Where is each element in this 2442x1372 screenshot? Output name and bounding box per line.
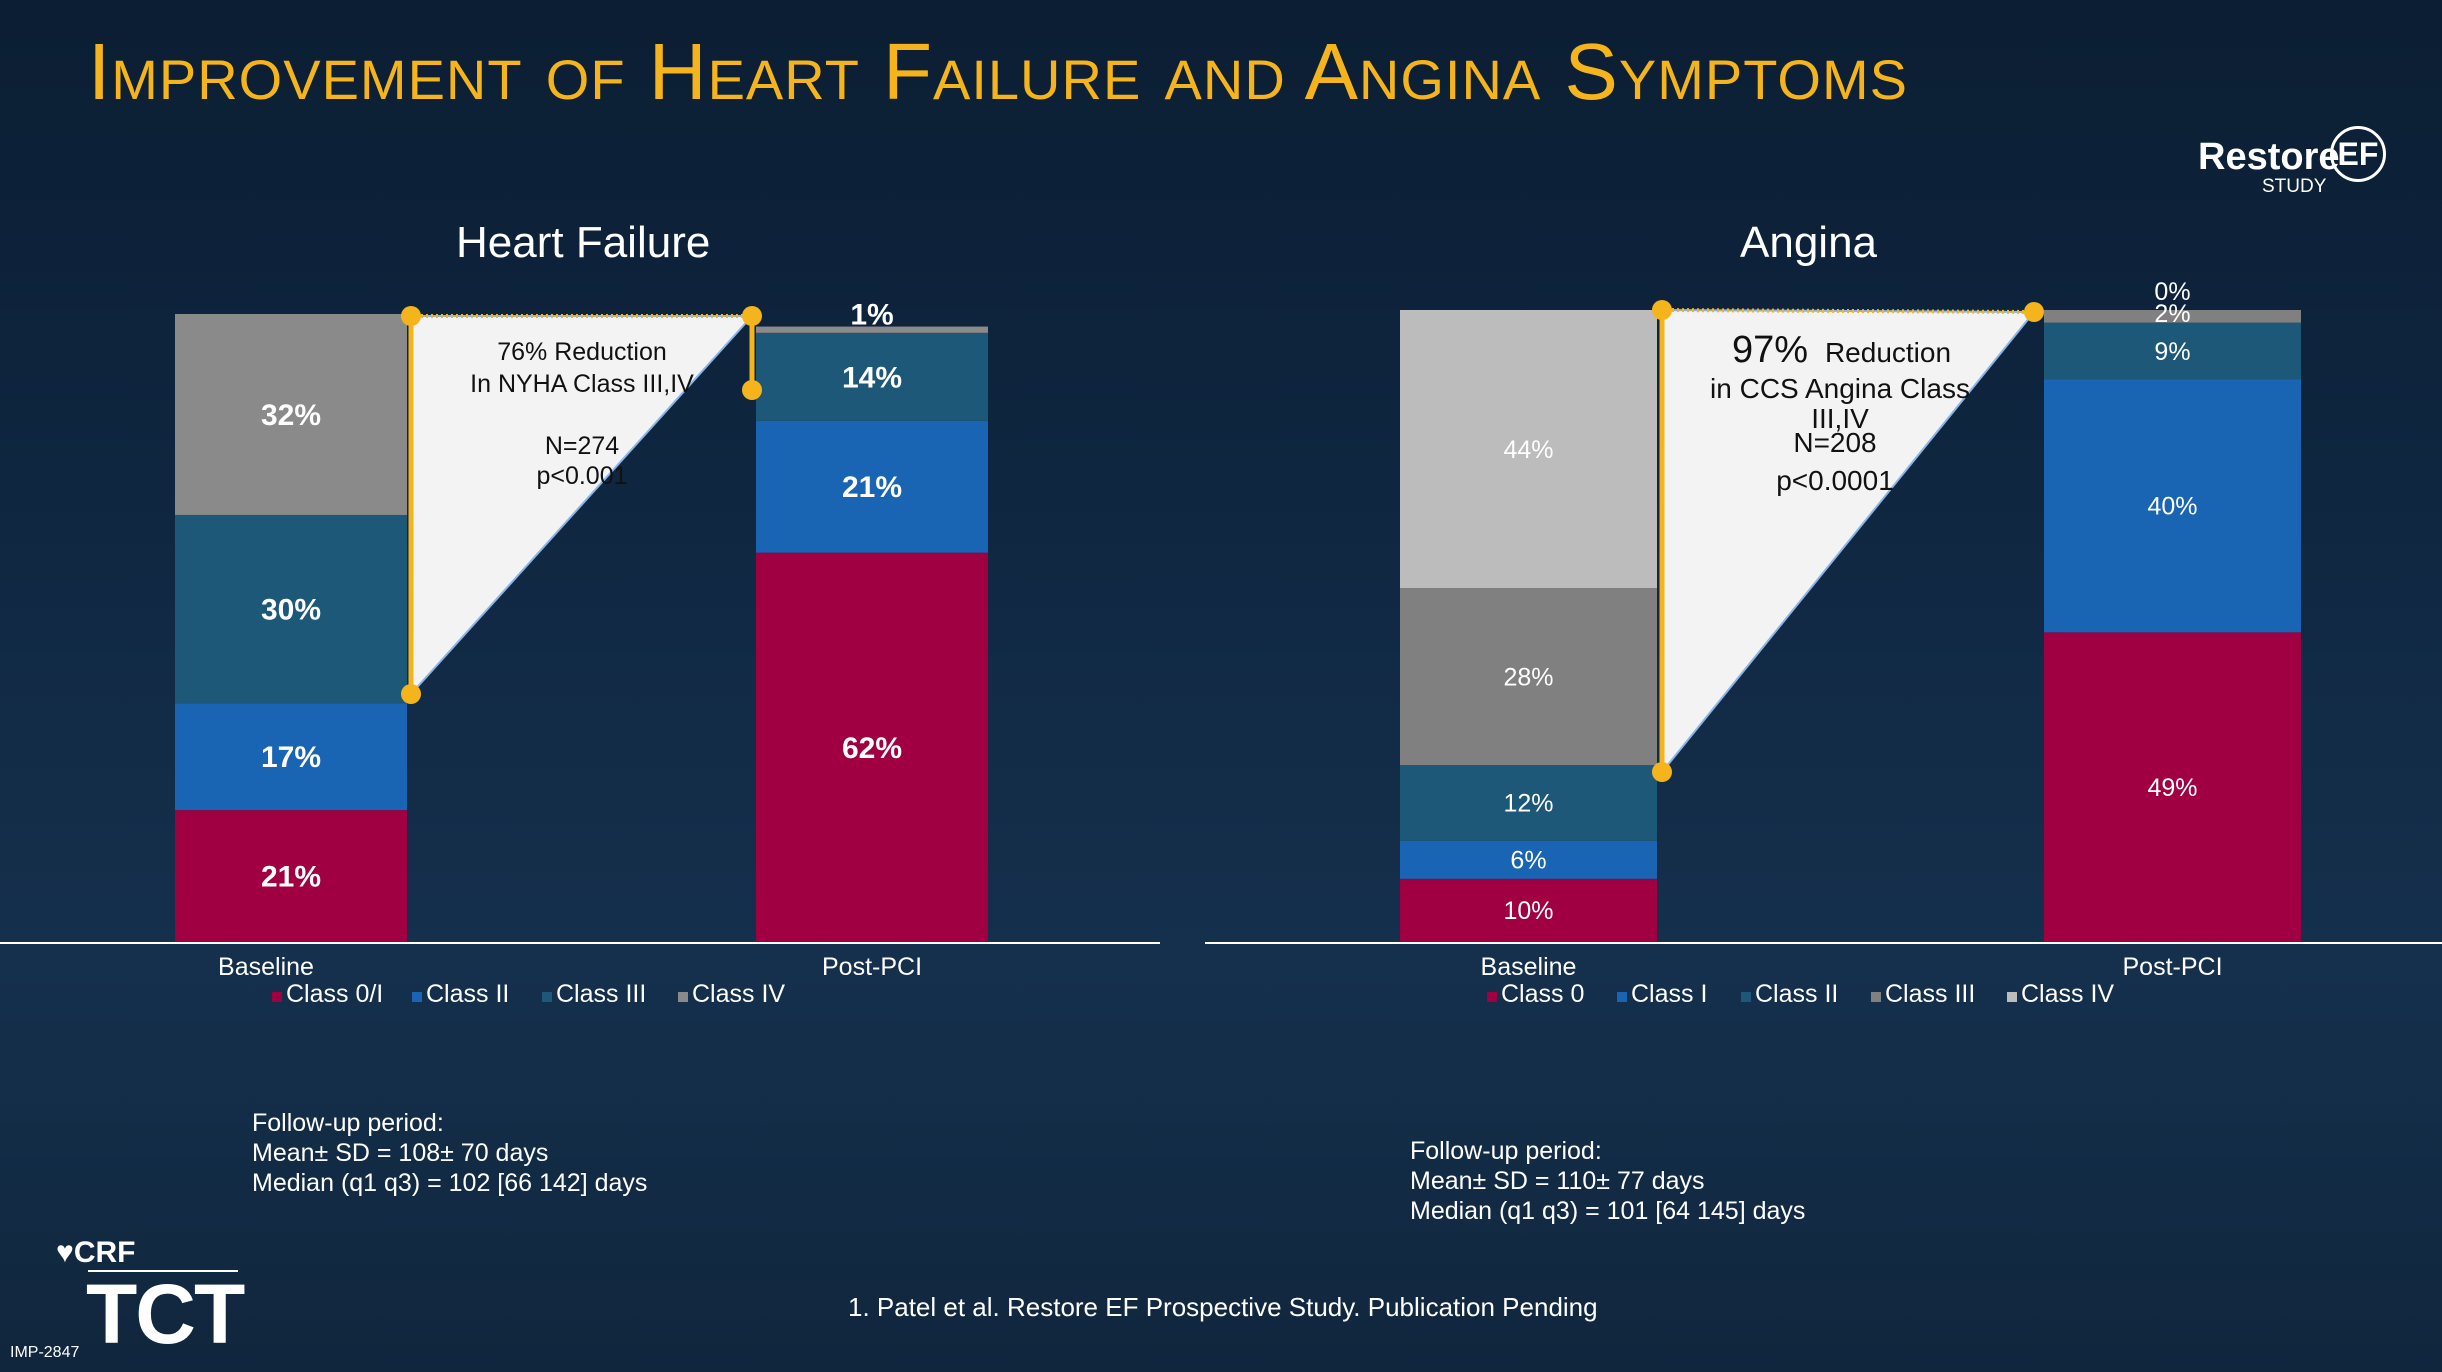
legend-entry: Class III xyxy=(1885,980,1975,1008)
legend-swatch xyxy=(1487,992,1497,1002)
annotation-text: N=208 xyxy=(1793,427,1876,458)
legend-swatch xyxy=(1617,992,1627,1002)
tct-logo: TCT xyxy=(86,1267,245,1361)
page-title: Improvement of Heart Failure and Angina … xyxy=(88,27,1908,116)
heart-icon: ♥ xyxy=(56,1236,74,1269)
bar-segment xyxy=(1400,765,1657,841)
data-label: 10% xyxy=(1503,897,1553,925)
annotation-big-number: 97% xyxy=(1732,329,1808,371)
bar-segment xyxy=(1400,310,1657,589)
followup-heading: Follow-up period: xyxy=(1410,1137,1602,1165)
legend-entry: Class I xyxy=(1631,980,1707,1008)
data-label: 1% xyxy=(850,299,893,332)
data-label: 21% xyxy=(842,471,902,504)
legend-swatch xyxy=(272,992,282,1002)
legend-entry: Class IV xyxy=(2021,980,2114,1008)
data-label: 28% xyxy=(1503,663,1553,691)
restore-ef-logo: Restore EF STUDY xyxy=(2190,118,2410,198)
legend-entry: Class III xyxy=(556,980,646,1008)
data-label: 12% xyxy=(1503,790,1553,818)
legend-entry: Class 0 xyxy=(1501,980,1584,1008)
logo-divider xyxy=(88,1270,238,1272)
document-code: IMP-2847 xyxy=(10,1344,80,1361)
data-label: 14% xyxy=(842,361,902,394)
legend-swatch xyxy=(678,992,688,1002)
connector-dot xyxy=(2024,302,2044,322)
connector-dot xyxy=(742,306,762,326)
bar-segment xyxy=(175,314,407,515)
data-label: 17% xyxy=(261,741,321,774)
data-label: 2% xyxy=(2154,300,2190,328)
bar-segment xyxy=(756,332,988,421)
category-label: Post-PCI xyxy=(2122,953,2222,981)
bar-segment xyxy=(175,703,407,811)
connector-dot xyxy=(401,306,421,326)
connector-line xyxy=(1661,308,2035,314)
data-label: 49% xyxy=(2147,774,2197,802)
bar-segment xyxy=(1400,588,1657,766)
legend-entry: Class 0/I xyxy=(286,980,383,1008)
bar-segment xyxy=(2044,310,2301,323)
legend-swatch xyxy=(542,992,552,1002)
footnote: 1. Patel et al. Restore EF Prospective S… xyxy=(848,1292,1598,1322)
followup-mean: Mean± SD = 110± 77 days xyxy=(1410,1167,1705,1195)
connector-dot xyxy=(401,684,421,704)
followup-heading: Follow-up period: xyxy=(252,1109,444,1137)
annotation-text: N=274 xyxy=(545,432,619,460)
annotation-text: III,IV xyxy=(1811,403,1869,434)
data-label: 62% xyxy=(842,732,902,765)
followup-heart-failure: Follow-up period: Mean± SD = 108± 70 day… xyxy=(252,1108,647,1198)
bar-segment xyxy=(756,552,988,942)
bar-segment xyxy=(756,326,988,333)
bar-segment xyxy=(756,420,988,553)
legend-entry: Class II xyxy=(426,980,509,1008)
data-label: 32% xyxy=(261,399,321,432)
data-label: 6% xyxy=(1510,847,1546,875)
legend-entry: Class II xyxy=(1755,980,1838,1008)
followup-median: Median (q1 q3) = 101 [64 145] days xyxy=(1410,1197,1806,1225)
connector-dot xyxy=(742,380,762,400)
chart-title-heart-failure: Heart Failure xyxy=(456,218,711,267)
data-label: 30% xyxy=(261,594,321,627)
annotation-text: in CCS Angina Class xyxy=(1710,373,1970,404)
data-label: 21% xyxy=(261,861,321,894)
followup-median: Median (q1 q3) = 102 [66 142] days xyxy=(252,1169,648,1197)
bar-segment xyxy=(2044,322,2301,380)
category-label: Post-PCI xyxy=(822,953,922,981)
bar-segment xyxy=(175,514,407,704)
bar-segment xyxy=(2044,379,2301,633)
annotation-text: p<0.001 xyxy=(536,462,627,490)
annotation-text: 76% Reduction xyxy=(497,338,667,366)
data-label: 44% xyxy=(1503,436,1553,464)
data-label: 9% xyxy=(2154,338,2190,366)
bar-segment xyxy=(2044,632,2301,942)
legend-swatch xyxy=(2007,992,2017,1002)
followup-mean: Mean± SD = 108± 70 days xyxy=(252,1139,549,1167)
legend-swatch xyxy=(412,992,422,1002)
followup-angina: Follow-up period: Mean± SD = 110± 77 day… xyxy=(1410,1136,1805,1226)
data-label: 40% xyxy=(2147,493,2197,521)
data-label: 0% xyxy=(2154,278,2190,306)
crf-logo: ♥CRF xyxy=(56,1236,136,1269)
annotation-text: p<0.0001 xyxy=(1776,465,1894,496)
bar-segment xyxy=(1400,878,1657,942)
connector-dot xyxy=(1652,762,1672,782)
category-label: Baseline xyxy=(1481,953,1577,981)
legend-entry: Class IV xyxy=(692,980,785,1008)
chart-title-angina: Angina xyxy=(1740,218,1878,267)
connector-dot xyxy=(1652,300,1672,320)
category-label: Baseline xyxy=(218,953,314,981)
legend-swatch xyxy=(1871,992,1881,1002)
legend-swatch xyxy=(1741,992,1751,1002)
bar-segment xyxy=(1400,840,1657,879)
annotation-text: In NYHA Class III,IV xyxy=(470,370,694,398)
bar-segment xyxy=(175,810,407,942)
annotation-text: Reduction xyxy=(1825,337,1951,368)
